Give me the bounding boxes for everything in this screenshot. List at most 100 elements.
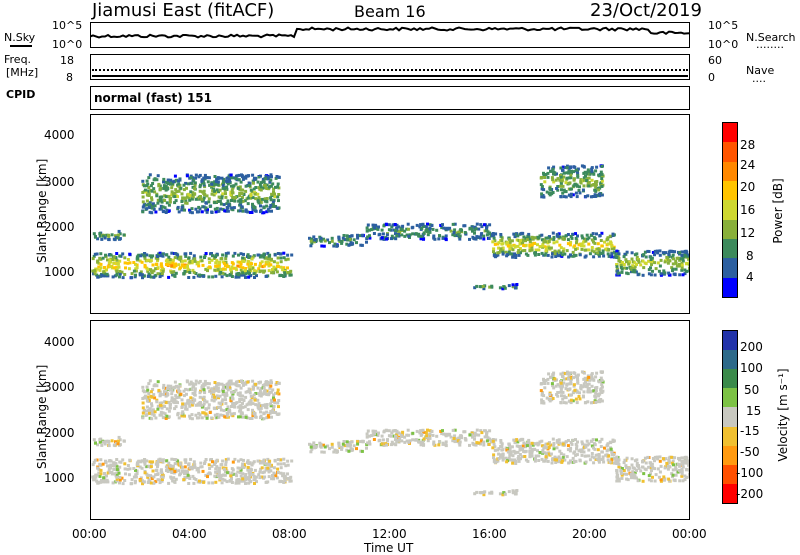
- velocity-cell: [554, 458, 557, 461]
- velocity-cell: [179, 462, 182, 465]
- power-cell: [190, 176, 193, 179]
- velocity-cell: [530, 450, 533, 453]
- velocity-cell: [664, 466, 667, 469]
- power-cell: [618, 252, 621, 255]
- power-cell: [247, 276, 250, 279]
- n-sky-tick-top: 10^5: [52, 19, 82, 32]
- velocity-cell: [222, 473, 225, 476]
- velocity-cell: [148, 412, 151, 415]
- velocity-cell: [269, 385, 272, 388]
- velocity-cell: [560, 452, 563, 455]
- velocity-cell: [567, 444, 570, 447]
- power-cell: [573, 244, 576, 247]
- power-cell: [537, 248, 540, 251]
- velocity-cell: [170, 458, 173, 461]
- velocity-cell: [157, 380, 160, 383]
- power-cell: [505, 254, 508, 257]
- velocity-ytick-4000: 4000: [44, 335, 75, 349]
- power-cell: [160, 253, 163, 256]
- power-cell: [205, 176, 208, 179]
- power-cell: [160, 265, 163, 268]
- velocity-cell: [552, 397, 555, 400]
- velocity-cell: [174, 381, 177, 384]
- velocity-cell: [162, 384, 165, 387]
- power-cell: [513, 252, 516, 255]
- velocity-cell: [226, 412, 229, 415]
- velocity-cell: [328, 447, 331, 450]
- velocity-cell: [250, 468, 253, 471]
- velocity-cell: [432, 434, 435, 437]
- power-cell: [108, 238, 111, 241]
- power-cell: [166, 181, 169, 184]
- velocity-cell: [637, 465, 640, 468]
- power-cell: [563, 189, 566, 192]
- velocity-cell: [361, 450, 364, 453]
- velocity-cell: [649, 461, 652, 464]
- power-cell: [186, 265, 189, 268]
- power-cell: [231, 266, 234, 269]
- velocity-cell: [567, 448, 570, 451]
- power-cell: [366, 235, 369, 238]
- velocity-cell: [588, 442, 591, 445]
- power-cell: [650, 258, 653, 261]
- velocity-cell: [659, 455, 662, 458]
- power-cell: [551, 252, 554, 255]
- power-cell: [162, 205, 165, 208]
- power-cell: [206, 269, 209, 272]
- power-cell: [289, 270, 292, 273]
- power-cell: [276, 207, 279, 210]
- velocity-cell: [548, 446, 551, 449]
- power-cell: [153, 178, 156, 181]
- velocity-cell: [102, 476, 105, 479]
- velocity-cell: [205, 412, 208, 415]
- power-cell: [189, 211, 192, 214]
- power-cell: [600, 177, 603, 180]
- power-cell: [681, 254, 684, 257]
- velocity-cell: [247, 466, 250, 469]
- power-cell: [260, 209, 263, 212]
- power-cell: [665, 256, 668, 259]
- power-cell: [116, 262, 119, 265]
- velocity-cell: [482, 491, 485, 494]
- power-cell: [388, 228, 391, 231]
- velocity-cell: [587, 449, 590, 452]
- velocity-cell: [121, 458, 124, 461]
- velocity-cell: [149, 379, 152, 382]
- velocity-cell: [550, 453, 553, 456]
- power-cell: [550, 170, 553, 173]
- velocity-cell: [146, 400, 149, 403]
- power-cell: [118, 275, 121, 278]
- power-cell: [394, 223, 397, 226]
- velocity-cell: [128, 459, 131, 462]
- velocity-cell: [269, 402, 272, 405]
- velocity-cell: [188, 462, 191, 465]
- power-cell: [237, 254, 240, 257]
- power-cell: [99, 252, 102, 255]
- velocity-cell: [254, 383, 257, 386]
- power-cell: [685, 255, 688, 258]
- velocity-cell: [201, 465, 204, 468]
- power-cell: [394, 237, 397, 240]
- power-cell: [156, 255, 159, 258]
- power-cell: [606, 238, 609, 241]
- velocity-cell: [543, 446, 546, 449]
- velocity-cell: [150, 482, 153, 485]
- power-cell: [191, 182, 194, 185]
- velocity-cell: [600, 450, 603, 453]
- velocity-cell: [260, 415, 263, 418]
- velocity-cell: [573, 450, 576, 453]
- velocity-cell: [214, 471, 217, 474]
- power-cell: [272, 266, 275, 269]
- power-cell: [492, 234, 495, 237]
- velocity-cell: [407, 429, 410, 432]
- velocity-cell: [159, 404, 162, 407]
- velocity-cell: [195, 404, 198, 407]
- velocity-cell: [688, 467, 689, 470]
- power-cell: [314, 238, 317, 241]
- colorbar-segment: [723, 162, 737, 181]
- power-cell: [113, 238, 116, 241]
- power-cell: [102, 270, 105, 273]
- power-cell: [251, 257, 254, 260]
- power-cell: [214, 275, 217, 278]
- velocity-cell: [247, 408, 250, 411]
